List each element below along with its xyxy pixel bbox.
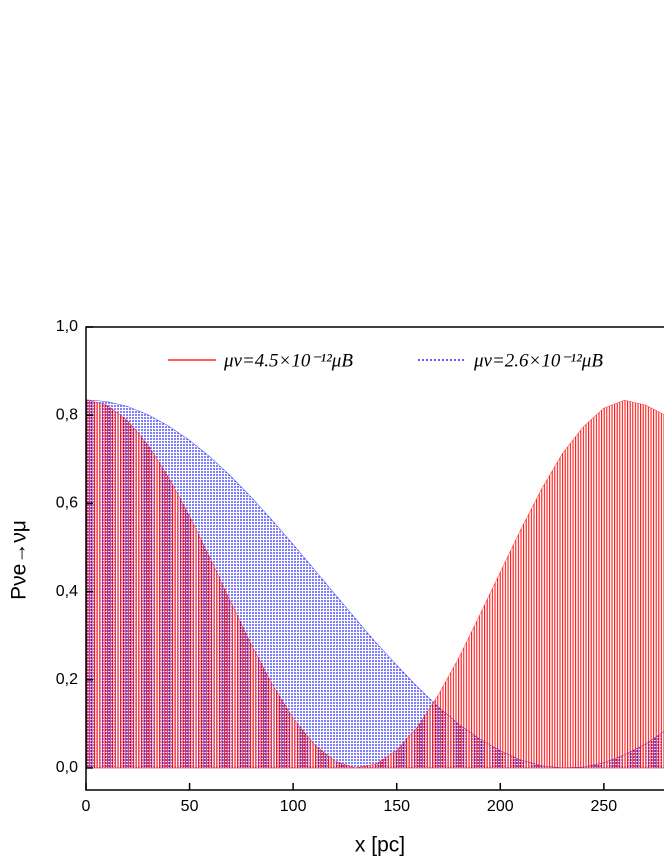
x-tick-label: 50 xyxy=(181,798,199,815)
y-tick-label: 0,2 xyxy=(56,671,78,688)
y-tick-label: 0,6 xyxy=(56,495,78,512)
x-axis-label: x [pc] xyxy=(355,834,405,857)
x-tick-label: 150 xyxy=(383,798,410,815)
x-tick-label: 250 xyxy=(591,798,618,815)
series-area xyxy=(86,399,664,769)
legend-label: μν=2.6×10⁻¹²μB xyxy=(473,350,603,371)
y-tick-label: 1,0 xyxy=(56,318,78,335)
y-tick-label: 0,4 xyxy=(56,583,78,600)
x-tick-label: 0 xyxy=(82,798,91,815)
x-tick-label: 100 xyxy=(280,798,307,815)
plot-frame xyxy=(85,326,664,791)
legend-label: μν=4.5×10⁻¹²μB xyxy=(223,350,353,371)
y-tick-label: 0,0 xyxy=(56,759,78,776)
x-tick-label: 200 xyxy=(487,798,514,815)
y-tick-label: 0,8 xyxy=(56,406,78,423)
plot-area xyxy=(86,399,664,769)
y-axis-label: Pνe→νμ xyxy=(8,520,31,600)
